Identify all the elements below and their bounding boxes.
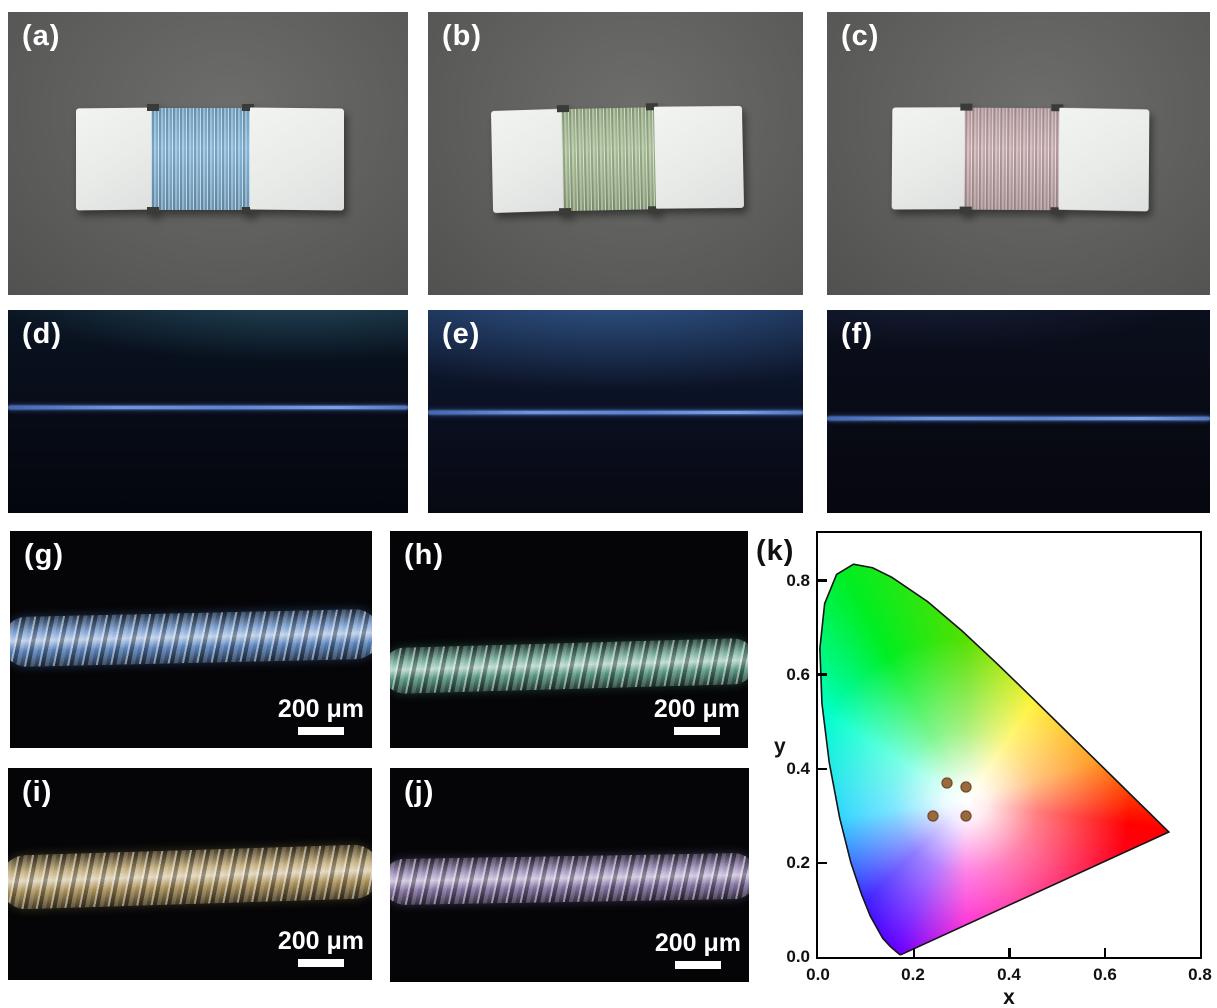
x-tick-label: 0.4 bbox=[997, 965, 1021, 984]
twisted-fiber-gold bbox=[8, 844, 372, 910]
scale-bar: 200 μm bbox=[278, 929, 364, 967]
card-tab bbox=[1058, 107, 1150, 212]
twisted-fiber-blue bbox=[10, 608, 372, 668]
y-axis-tick bbox=[818, 673, 827, 676]
card-tab bbox=[891, 107, 965, 210]
panel-a-photo: (a) bbox=[8, 12, 408, 295]
scale-bar-label: 200 μm bbox=[277, 927, 364, 955]
panel-c-label: (c) bbox=[841, 20, 880, 52]
scale-bar: 200 μm bbox=[278, 697, 364, 735]
x-axis-title: x bbox=[1003, 986, 1015, 1008]
x-tick-label: 0.0 bbox=[806, 965, 830, 984]
scale-bar-line bbox=[673, 727, 720, 735]
cie-data-point bbox=[960, 810, 972, 822]
scale-bar-label: 200 μm bbox=[277, 695, 364, 723]
x-tick-label: 0.8 bbox=[1188, 965, 1212, 984]
panel-k-label: (k) bbox=[756, 535, 795, 567]
panel-b-label: (b) bbox=[442, 20, 483, 52]
fiber-card-green bbox=[490, 106, 745, 214]
twisted-fiber-teal bbox=[390, 637, 748, 695]
panel-f-label: (f) bbox=[841, 318, 873, 350]
glowing-thread bbox=[8, 406, 408, 409]
scale-bar-line bbox=[297, 727, 344, 735]
panel-k-cie-chart: (k) 0.0 0.2 0.4 0.6 0.8 0.0 0.2 0.4 0.6 … bbox=[750, 525, 1217, 1008]
panel-e-uv: (e) bbox=[428, 310, 803, 513]
panel-i-label: (i) bbox=[22, 776, 53, 808]
panel-d-uv: (d) bbox=[8, 310, 408, 513]
card-tab bbox=[76, 107, 152, 211]
wound-fiber-pink bbox=[963, 107, 1060, 211]
panel-b-photo: (b) bbox=[428, 12, 803, 295]
cie-data-point bbox=[960, 781, 972, 793]
scale-bar-line bbox=[674, 961, 721, 969]
fiber-card-blue bbox=[76, 104, 344, 214]
panel-g-label: (g) bbox=[24, 539, 65, 571]
fiber-card-pink bbox=[891, 107, 1150, 212]
panel-j-label: (j) bbox=[404, 776, 435, 808]
uv-glow bbox=[827, 310, 1210, 513]
glowing-thread bbox=[428, 411, 803, 414]
panel-d-label: (d) bbox=[22, 318, 63, 350]
y-axis-title: y bbox=[774, 735, 786, 758]
scale-bar-line bbox=[297, 959, 344, 967]
wound-fiber-blue bbox=[147, 104, 255, 214]
cie-data-point bbox=[941, 777, 953, 789]
panel-c-photo: (c) bbox=[827, 12, 1210, 295]
scale-bar: 200 μm bbox=[655, 931, 741, 969]
x-axis-tick bbox=[912, 948, 915, 957]
panel-i-micrograph: (i) 200 μm bbox=[8, 768, 372, 980]
uv-glow bbox=[8, 310, 408, 513]
panel-g-micrograph: (g) 200 μm bbox=[10, 531, 372, 748]
panel-j-micrograph: (j) 200 μm bbox=[390, 768, 749, 982]
y-tick-label: 0.6 bbox=[786, 665, 810, 684]
y-axis-tick bbox=[818, 861, 827, 865]
scale-bar-label: 200 μm bbox=[654, 929, 741, 957]
cie-plot-area bbox=[818, 533, 1200, 957]
panel-e-label: (e) bbox=[442, 318, 481, 350]
card-tab bbox=[653, 106, 745, 209]
y-tick-label: 0.2 bbox=[786, 853, 810, 872]
cie-data-point bbox=[927, 810, 939, 822]
panel-a-label: (a) bbox=[22, 20, 61, 52]
y-tick-label: 0.0 bbox=[786, 947, 810, 966]
scale-bar: 200 μm bbox=[654, 697, 740, 735]
x-tick-label: 0.2 bbox=[901, 965, 925, 984]
twisted-fiber-purple bbox=[390, 852, 749, 906]
glowing-thread bbox=[827, 417, 1210, 420]
cie-plot-frame bbox=[816, 531, 1202, 959]
x-tick-label: 0.6 bbox=[1093, 965, 1117, 984]
card-tab bbox=[490, 109, 564, 214]
y-tick-label: 0.4 bbox=[786, 759, 810, 778]
x-axis-tick bbox=[1103, 948, 1106, 957]
wound-fiber-green bbox=[561, 107, 657, 212]
y-tick-label: 0.8 bbox=[786, 571, 810, 590]
panel-h-label: (h) bbox=[404, 539, 445, 571]
panel-f-uv: (f) bbox=[827, 310, 1210, 513]
scale-bar-label: 200 μm bbox=[653, 695, 740, 723]
y-axis-tick bbox=[818, 767, 827, 771]
panel-h-micrograph: (h) 200 μm bbox=[390, 531, 748, 748]
x-axis-tick bbox=[1008, 948, 1011, 957]
y-axis-tick bbox=[818, 579, 827, 582]
card-tab bbox=[250, 107, 344, 211]
